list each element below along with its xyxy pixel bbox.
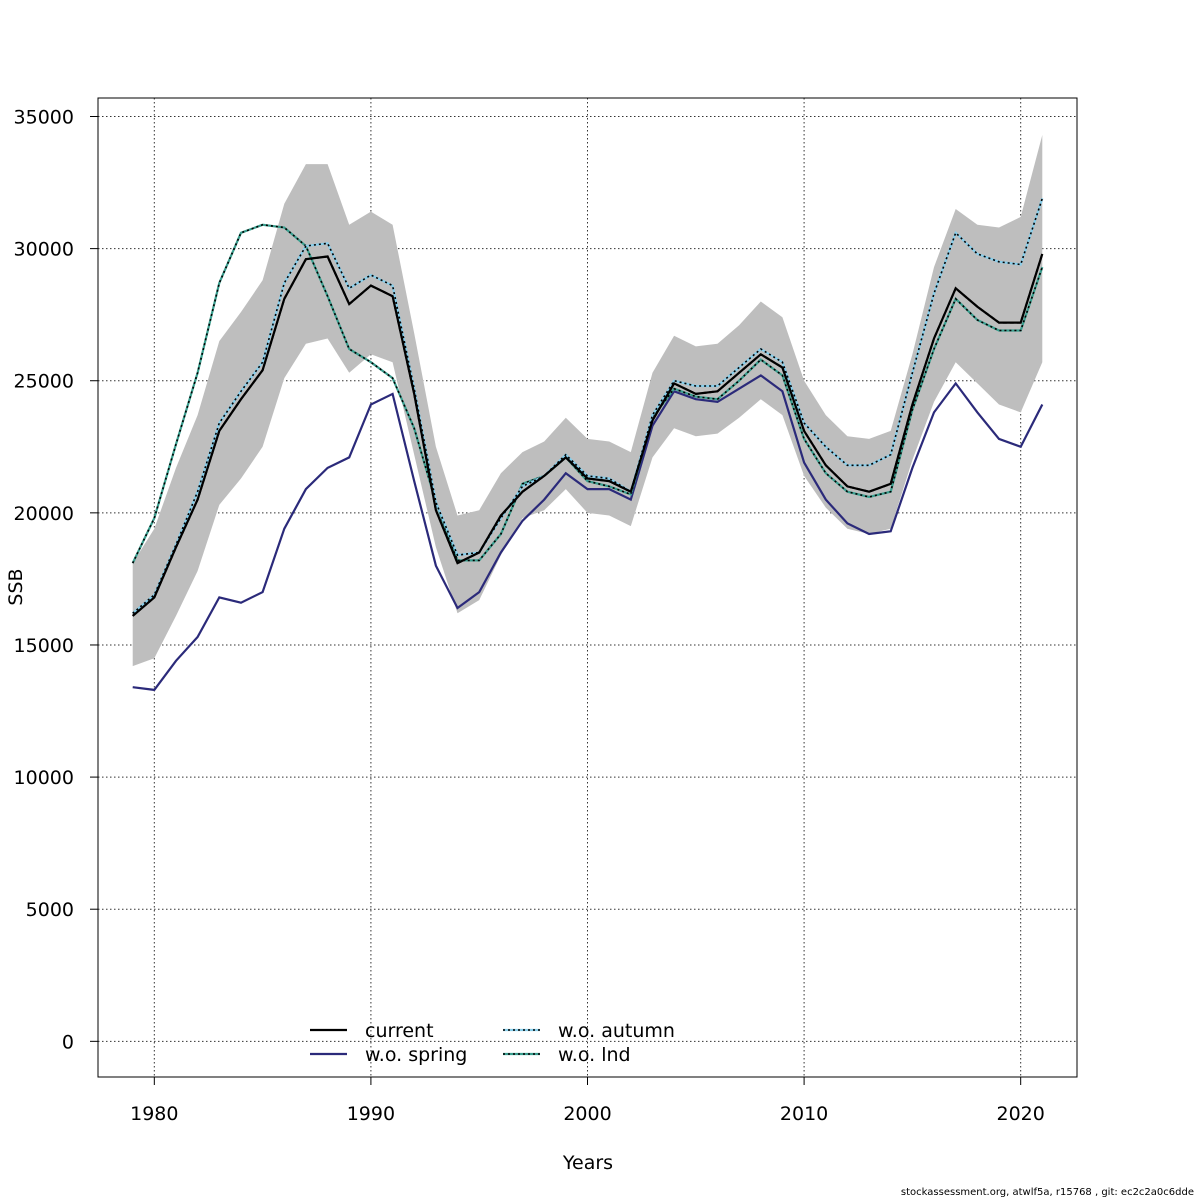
y-tick-label: 25000 bbox=[14, 371, 74, 393]
y-tick-label: 0 bbox=[62, 1031, 74, 1053]
legend-label-w-o-lnd: w.o. lnd bbox=[558, 1044, 631, 1066]
x-tick-label: 2020 bbox=[997, 1103, 1045, 1125]
grid-lines bbox=[98, 98, 1077, 1077]
legend-label-w-o-autumn: w.o. autumn bbox=[558, 1020, 675, 1042]
y-tick-label: 15000 bbox=[14, 635, 74, 657]
credit-text: stockassessment.org, atwlf5a, r15768 , g… bbox=[900, 1187, 1194, 1198]
legend-label-current: current bbox=[365, 1020, 434, 1042]
x-axis: 1980 1990 2000 2010 2020 bbox=[130, 1076, 1045, 1125]
y-tick-label: 35000 bbox=[14, 106, 74, 128]
x-tick-label: 1990 bbox=[347, 1103, 395, 1125]
series-line-current-overlay bbox=[132, 253, 1044, 617]
y-axis: 0 5000 10000 15000 20000 25000 30000 35000 bbox=[14, 106, 99, 1053]
y-tick-label: 10000 bbox=[14, 767, 74, 789]
x-axis-title: Years bbox=[562, 1152, 613, 1174]
x-tick-label: 1980 bbox=[130, 1103, 178, 1125]
confidence-band bbox=[132, 135, 1043, 667]
y-tick-label: 30000 bbox=[14, 239, 74, 261]
y-tick-label: 20000 bbox=[14, 503, 74, 525]
series-line-dots-w-o-lnd bbox=[131, 223, 1044, 564]
series-lines-layer bbox=[131, 198, 1044, 692]
legend-label-w-o-spring: w.o. spring bbox=[365, 1044, 467, 1066]
series-line-dots-w-o-autumn bbox=[132, 198, 1044, 614]
x-tick-label: 2010 bbox=[780, 1103, 828, 1125]
confidence-band-layer bbox=[132, 135, 1043, 667]
y-axis-title: SSB bbox=[5, 568, 27, 605]
y-tick-label: 5000 bbox=[26, 899, 74, 921]
x-tick-label: 2000 bbox=[563, 1103, 611, 1125]
series-line-w-o-spring bbox=[132, 374, 1044, 692]
